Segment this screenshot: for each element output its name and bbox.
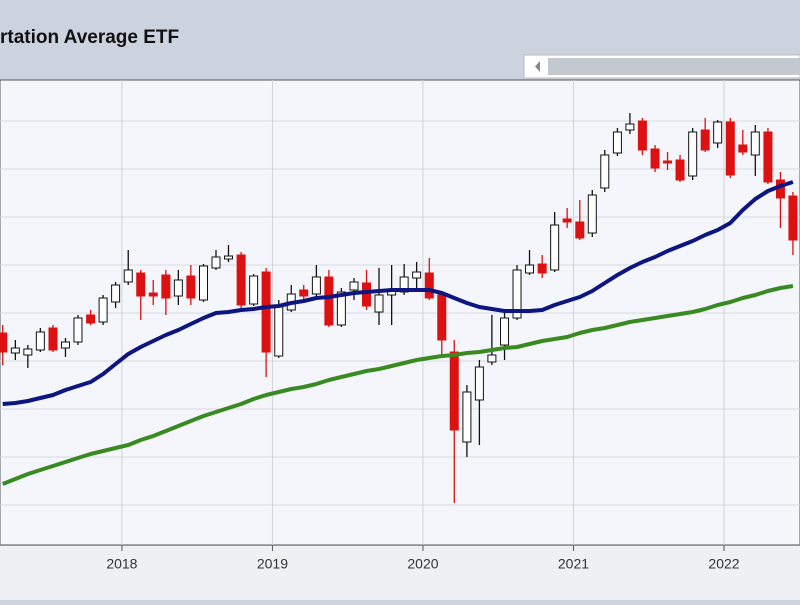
candle-body [186,275,196,299]
candle-body [223,255,233,260]
x-axis-area [0,546,800,600]
candle-body [0,332,8,353]
candle-body [86,314,96,324]
candle-body [525,264,535,274]
candle-body [763,131,773,183]
x-tick-label: 2019 [257,556,288,572]
candle-body [236,254,246,306]
candle-body [412,271,422,279]
candle-body [374,294,384,313]
candle-body [637,120,647,151]
candle-body [437,294,447,341]
candle-body [136,272,146,297]
candle-body [725,121,735,176]
candle-body [738,144,748,153]
candle-body [299,289,309,297]
candle-body [713,121,723,144]
candle-body [449,351,459,431]
candle-body [261,271,271,353]
candle-body [35,331,45,351]
candle-body [48,327,58,351]
candle-body [700,129,710,151]
candle-body [587,194,597,234]
candle-body [148,292,158,297]
candle-body [424,272,434,299]
x-tick-label: 2022 [708,556,739,572]
scroll-left-arrow[interactable] [535,61,540,72]
moving-average-line [2,180,794,406]
candle-body [575,221,585,239]
candle-body [349,281,359,291]
candle-body [612,131,622,154]
candle-body [161,274,171,299]
candle-body [198,265,208,301]
chart-title: rtation Average ETF [0,27,179,48]
candle-body [474,366,484,401]
candle-body [663,160,673,164]
candle-body [562,218,572,223]
candle-body [173,279,183,297]
scroll-thumb[interactable] [548,58,800,75]
x-tick-label: 2018 [106,556,137,572]
candle-body [60,341,70,349]
candle-body [512,269,522,319]
candle-body [750,131,760,156]
candle-body [625,123,635,131]
candle-body [600,154,610,189]
candle-body [73,317,83,343]
candle-body [98,297,108,323]
candle-body [788,195,798,241]
candle-body [487,354,497,363]
candle-body [362,282,372,307]
candle-body [249,275,259,305]
candle-body [675,159,685,181]
candle-body [23,348,33,356]
candle-body [462,391,472,443]
moving-average-line [1,284,794,486]
candle-body [537,263,547,274]
candle-body [500,317,510,346]
candle-body [10,347,20,354]
candle-body [111,284,121,303]
x-tick-label: 2020 [407,556,438,572]
candle-body [274,304,284,357]
candle-body [211,256,221,269]
x-tick-label: 2021 [558,556,589,572]
candle-body [336,291,346,326]
candle-body [123,269,133,283]
candle-body [324,276,334,326]
candle-body [311,276,321,295]
candle-body [550,224,560,271]
candle-body [650,148,660,169]
candle-body [688,131,698,177]
